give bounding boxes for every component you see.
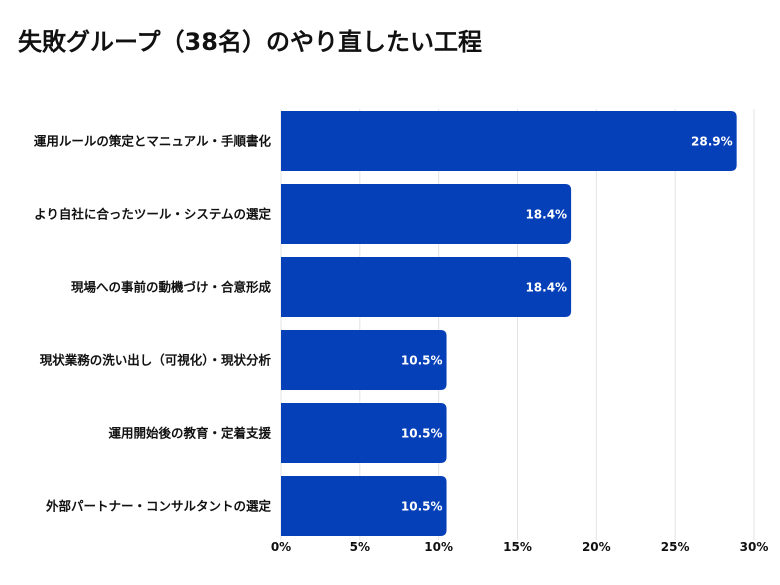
category-label: 運用開始後の教育・定着支援 <box>108 426 271 441</box>
x-tick-label: 15% <box>503 540 532 554</box>
category-label: より自社に合ったツール・システムの選定 <box>34 207 271 222</box>
x-tick-label: 25% <box>661 540 690 554</box>
bar <box>281 476 447 536</box>
data-label: 10.5% <box>401 354 443 368</box>
x-tick-label: 0% <box>271 540 291 554</box>
bar <box>281 184 572 244</box>
data-label: 18.4% <box>525 208 567 222</box>
x-tick-label: 5% <box>350 540 370 554</box>
x-tick-label: 20% <box>582 540 611 554</box>
data-label: 18.4% <box>525 281 567 295</box>
category-label: 現状業務の洗い出し（可視化）・現状分析 <box>40 353 272 368</box>
bar <box>281 257 572 317</box>
chart-title: 失敗グループ（38名）のやり直したい工程 <box>18 28 482 56</box>
data-label: 28.9% <box>691 135 733 149</box>
category-label: 運用ルールの策定とマニュアル・手順書化 <box>34 134 272 149</box>
data-label: 10.5% <box>401 427 443 441</box>
bar <box>281 111 737 171</box>
bar <box>281 403 447 463</box>
data-label: 10.5% <box>401 500 443 514</box>
category-label: 現場への事前の動機づけ・合意形成 <box>71 280 272 295</box>
bar <box>281 330 447 390</box>
category-label: 外部パートナー・コンサルタントの選定 <box>45 499 272 514</box>
x-tick-label: 10% <box>424 540 453 554</box>
x-tick-label: 30% <box>740 540 769 554</box>
